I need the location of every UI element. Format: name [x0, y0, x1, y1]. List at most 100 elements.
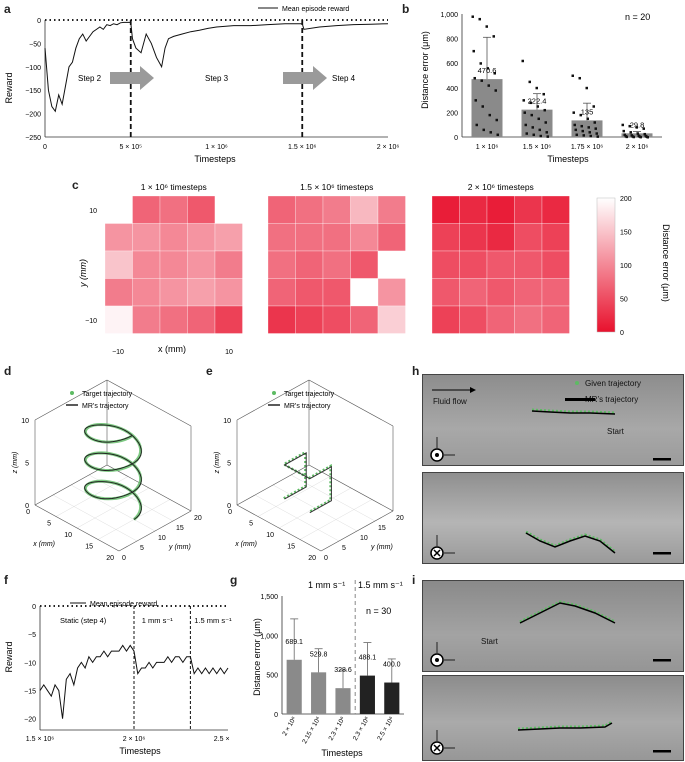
- e-ztick: 5: [227, 461, 231, 468]
- c-heat-cell: [350, 305, 379, 334]
- d-ylabel: y (mm): [168, 544, 191, 551]
- c-ylabel: y (mm): [78, 259, 88, 288]
- b-point: [539, 134, 542, 138]
- b-xtick: 1.75 × 10⁶: [571, 144, 603, 151]
- c-heat-cell: [377, 250, 406, 279]
- b-point: [537, 117, 540, 121]
- d-axis: [106, 464, 192, 512]
- c-heat-cell: [541, 223, 570, 252]
- c-heat-cell: [541, 278, 570, 307]
- a-ytick: −50: [29, 41, 41, 48]
- b-point: [578, 76, 581, 80]
- d-ytick: 20: [194, 515, 202, 522]
- f-xtick: 2 × 10⁶: [123, 736, 146, 743]
- b-point: [528, 80, 531, 84]
- e-ztick: 10: [223, 418, 231, 425]
- e-axis: [320, 510, 394, 552]
- a-step3: Step 3: [205, 74, 229, 83]
- b-point: [530, 113, 533, 117]
- a-legend-label: Mean episode reward: [282, 6, 349, 13]
- b-point: [522, 99, 525, 102]
- b-point: [625, 135, 628, 139]
- d-xtick: 20: [106, 555, 114, 562]
- b-bar: [471, 79, 503, 137]
- b-bar: [621, 133, 653, 137]
- d-legend-target-swatch: [70, 391, 74, 395]
- b-ytick: 200: [446, 110, 458, 117]
- b-xtick: 2 × 10⁶: [626, 144, 649, 151]
- c-heat-cell: [159, 305, 188, 334]
- c-heat-cell: [104, 223, 133, 252]
- c-heat-cell: [214, 223, 243, 252]
- d-axis: [34, 504, 120, 552]
- panel-label-c: c: [72, 178, 79, 192]
- c-xtick: 10: [225, 349, 233, 356]
- panel-label-d: d: [4, 364, 12, 378]
- b-point: [480, 79, 483, 82]
- a-step-arrow: [110, 66, 154, 90]
- c-heat-cell: [350, 250, 379, 279]
- d-ztick: 0: [25, 503, 29, 510]
- a-step2: Step 2: [78, 74, 102, 83]
- c-heat-cell: [295, 278, 324, 307]
- e-ytick: 5: [342, 545, 346, 552]
- c-heat-cell: [104, 195, 133, 224]
- a-xtick: 1.5 × 10⁶: [288, 144, 316, 151]
- b-point: [595, 132, 598, 135]
- b-xtick: 1.5 × 10⁶: [523, 144, 551, 151]
- e-grid: [299, 499, 373, 540]
- e-mr-trajectory: [283, 452, 332, 514]
- c-heat-cell: [132, 223, 161, 252]
- b-point: [473, 76, 476, 80]
- g-value-label: 328.6: [334, 667, 352, 674]
- panel-label-f: f: [4, 573, 8, 587]
- a-series-line: [44, 21, 389, 113]
- c-heat-cell: [377, 305, 406, 334]
- f-ylabel: Reward: [4, 641, 14, 672]
- f-xtick: 1.5 × 10⁶: [26, 736, 54, 743]
- b-point: [629, 131, 632, 134]
- photo-h-bottom: [422, 472, 684, 564]
- g-xtick: 2.5 × 10⁶: [376, 715, 395, 742]
- c-heat-cell: [267, 250, 296, 279]
- b-point: [536, 105, 539, 108]
- c-heat-cell: [459, 223, 488, 252]
- g-bar: [359, 675, 375, 714]
- c-heat-cell: [377, 223, 406, 252]
- c-heat-cell: [104, 305, 133, 334]
- d-axis: [106, 379, 192, 427]
- b-point: [574, 128, 577, 132]
- f-legend-label: Mean episode reward: [90, 601, 157, 608]
- a-step4: Step 4: [332, 74, 356, 83]
- c-heat-cell: [159, 195, 188, 224]
- b-ytick: 0: [454, 135, 458, 142]
- b-value-label: 135: [581, 107, 594, 116]
- b-point: [485, 25, 488, 28]
- b-point: [471, 15, 474, 18]
- f-ytick: −20: [24, 717, 36, 724]
- a-xtick: 0: [43, 144, 47, 151]
- c-heat-cell: [486, 195, 515, 224]
- c-heat-cell: [431, 195, 460, 224]
- c-heat-cell: [322, 195, 351, 224]
- b-point: [486, 67, 489, 70]
- f-region-label: 1.5 mm s⁻¹: [194, 616, 232, 625]
- g-value-label: 689.1: [285, 639, 303, 646]
- d-legend-mr: MR’s trajectory: [82, 403, 129, 410]
- c-heat-cell: [514, 250, 543, 279]
- chart-b-error-bars: Distance error (μm) Timesteps n = 20 0 20…: [420, 12, 662, 164]
- d-legend-target: Target trajectory: [82, 391, 133, 398]
- g-group-1: 1 mm s⁻¹: [308, 580, 345, 590]
- c-heat-cell: [431, 223, 460, 252]
- a-xtick: 1 × 10⁶: [205, 144, 228, 151]
- chart-f-reward-line: Reward Timesteps 0 −5 −10 −15 −20 1.5 × 10⁶ 2 …: [4, 601, 232, 756]
- b-point: [642, 127, 645, 130]
- a-ytick: −150: [25, 88, 41, 95]
- g-ytick: 500: [266, 673, 278, 680]
- c-heat-cell: [159, 223, 188, 252]
- c-colorbar: [596, 197, 616, 333]
- b-point: [573, 123, 576, 127]
- c-heat-cell: [267, 223, 296, 252]
- c-heat-cell: [132, 250, 161, 279]
- c-colorbar-label: Distance error (μm): [661, 224, 671, 302]
